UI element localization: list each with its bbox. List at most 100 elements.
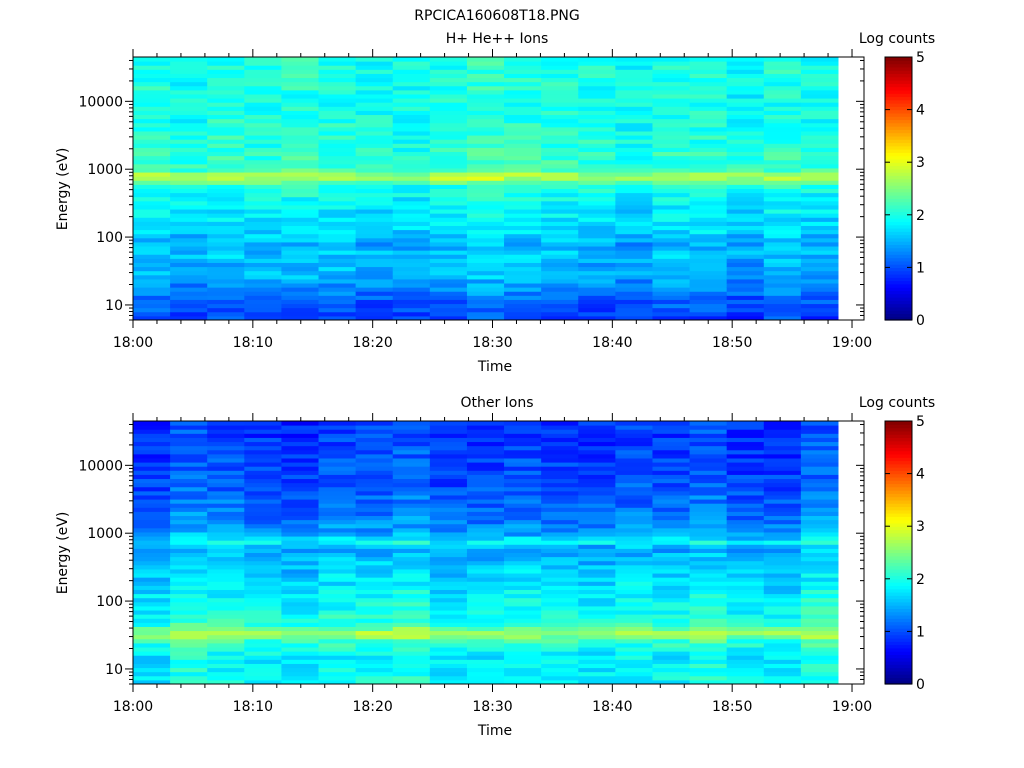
- spectrogram-cell: [207, 663, 245, 669]
- spectrogram-cell: [504, 250, 542, 255]
- spectrogram-cell: [281, 262, 320, 268]
- spectrogram-cell: [355, 523, 394, 529]
- spectrogram-cell: [726, 57, 765, 62]
- spectrogram-cell: [318, 176, 357, 181]
- spectrogram-cell: [318, 425, 357, 430]
- spectrogram-cell: [392, 184, 431, 189]
- spectrogram-cell: [244, 626, 282, 632]
- spectrogram-cell: [170, 130, 208, 136]
- spectrogram-cell: [763, 589, 802, 595]
- spectrogram-cell: [726, 163, 765, 169]
- spectrogram-cell: [763, 671, 802, 677]
- spectrogram-cell: [652, 147, 691, 153]
- spectrogram-cell: [689, 225, 728, 231]
- spectrogram-cell: [466, 81, 505, 87]
- spectrogram-cell: [504, 114, 542, 120]
- spectrogram-cell: [318, 663, 357, 669]
- spectrogram-cell: [318, 593, 357, 599]
- spectrogram-cell: [170, 507, 208, 512]
- spectrogram-cell: [207, 531, 245, 537]
- spectrogram-cell: [689, 482, 728, 488]
- spectrogram-cell: [578, 642, 616, 648]
- spectrogram-cell: [429, 647, 468, 652]
- spectrogram-cell: [244, 213, 282, 218]
- spectrogram-cell: [466, 531, 505, 537]
- spectrogram-cell: [318, 626, 357, 632]
- spectrogram-cell: [318, 85, 357, 91]
- spectrogram-cell: [689, 213, 728, 218]
- spectrogram-cell: [652, 589, 691, 595]
- spectrogram-cell: [504, 457, 542, 463]
- spectrogram-cell: [466, 73, 505, 79]
- spectrogram-cell: [133, 503, 171, 508]
- spectrogram-cell: [318, 213, 357, 218]
- spectrogram-cell: [466, 192, 505, 198]
- spectrogram-cell: [466, 65, 505, 70]
- spectrogram-cell: [652, 663, 691, 669]
- spectrogram-cell: [355, 679, 394, 685]
- spectrogram-cell: [133, 143, 171, 148]
- spectrogram-cell: [133, 429, 171, 434]
- spectrogram-cell: [318, 507, 357, 512]
- spectrogram-cell: [726, 213, 765, 218]
- spectrogram-cell: [244, 254, 282, 259]
- spectrogram-cell: [466, 114, 505, 120]
- colorbar-segment: [885, 667, 912, 672]
- spectrogram-cell: [244, 421, 282, 426]
- spectrogram-cell: [281, 118, 320, 124]
- spectrogram-cell: [800, 478, 839, 484]
- spectrogram-cell: [318, 266, 357, 272]
- colorbar-segment: [885, 198, 912, 203]
- spectrogram-cell: [318, 262, 357, 268]
- spectrogram-cell: [318, 147, 357, 153]
- spectrogram-cell: [541, 262, 579, 268]
- x-tick-label: 18:30: [472, 335, 512, 351]
- spectrogram-cell: [652, 511, 691, 517]
- spectrogram-cell: [466, 254, 505, 259]
- spectrogram-cell: [466, 283, 505, 288]
- spectrogram-cell: [207, 315, 245, 321]
- spectrogram-cell: [281, 593, 320, 599]
- spectrogram-cell: [800, 651, 839, 656]
- spectrogram-cell: [133, 544, 171, 549]
- spectrogram-cell: [429, 671, 468, 677]
- spectrogram-cell: [133, 93, 171, 99]
- spectrogram-cell: [652, 114, 691, 120]
- spectrogram-cell: [318, 478, 357, 484]
- spectrogram-cell: [466, 135, 505, 140]
- spectrogram-cell: [244, 106, 282, 111]
- spectrogram-cell: [170, 490, 208, 496]
- spectrogram-cell: [652, 283, 691, 288]
- spectrogram-cell: [244, 192, 282, 198]
- spectrogram-cell: [652, 237, 691, 243]
- spectrogram-cell: [392, 556, 431, 562]
- spectrogram-cell: [207, 610, 245, 615]
- spectrogram-cell: [318, 511, 357, 517]
- spectrogram-cell: [763, 552, 802, 558]
- spectrogram-cell: [133, 57, 171, 62]
- spectrogram-cell: [170, 65, 208, 70]
- colorbar-segment: [885, 529, 912, 534]
- spectrogram-cell: [763, 511, 802, 517]
- spectrogram-cell: [541, 503, 579, 508]
- spectrogram-cell: [133, 536, 171, 541]
- spectrogram-cell: [763, 311, 802, 317]
- spectrogram-cell: [170, 204, 208, 210]
- spectrogram-cell: [170, 482, 208, 488]
- spectrogram-cell: [689, 77, 728, 83]
- spectrogram-cell: [281, 102, 320, 107]
- spectrogram-cell: [170, 184, 208, 189]
- spectrogram-cell: [615, 130, 653, 136]
- spectrogram-cell: [689, 241, 728, 247]
- spectrogram-cell: [355, 449, 394, 455]
- spectrogram-cell: [170, 519, 208, 525]
- spectrogram-cell: [207, 266, 245, 272]
- spectrogram-cell: [652, 560, 691, 566]
- spectrogram-cell: [652, 601, 691, 607]
- spectrogram-cell: [615, 250, 653, 255]
- spectrogram-cell: [763, 143, 802, 148]
- spectrogram-cell: [133, 589, 171, 595]
- spectrogram-cell: [207, 638, 245, 644]
- spectrogram-cell: [392, 110, 431, 116]
